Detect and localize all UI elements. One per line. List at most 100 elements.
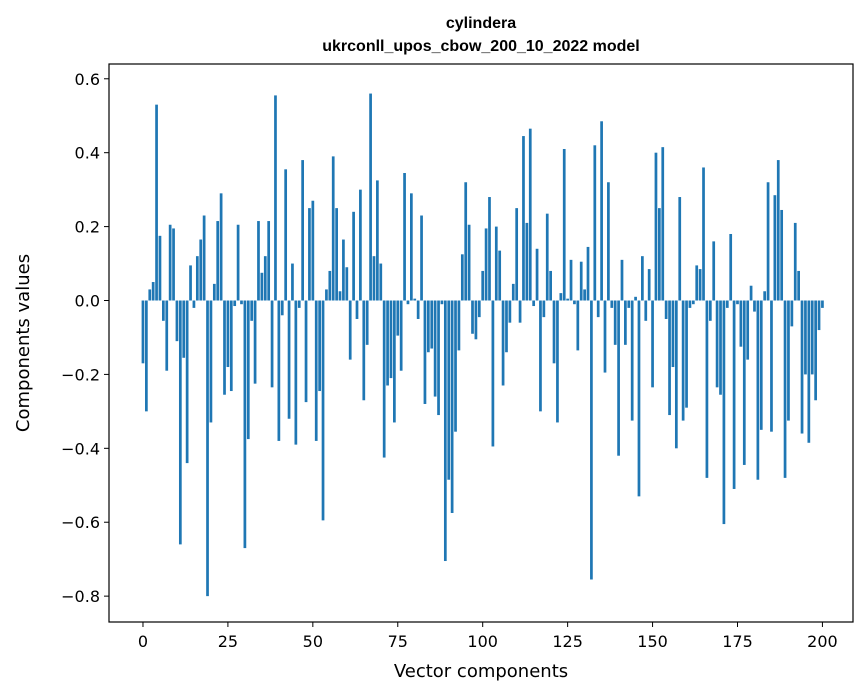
bar bbox=[382, 300, 386, 458]
bar bbox=[566, 298, 569, 301]
bar bbox=[155, 104, 158, 301]
bar bbox=[240, 300, 243, 305]
bar bbox=[345, 267, 349, 301]
bar bbox=[454, 300, 457, 432]
bar bbox=[749, 285, 753, 301]
bar bbox=[291, 263, 294, 301]
bar bbox=[810, 300, 814, 375]
bar bbox=[304, 300, 308, 403]
x-tick-label: 150 bbox=[637, 632, 668, 651]
bar bbox=[800, 300, 804, 434]
bar bbox=[722, 300, 726, 525]
bar bbox=[695, 265, 699, 301]
bar bbox=[787, 300, 790, 421]
bar bbox=[766, 182, 770, 301]
bar bbox=[267, 221, 271, 301]
bar bbox=[148, 289, 152, 301]
bar bbox=[651, 300, 654, 388]
bar bbox=[790, 300, 794, 327]
bar bbox=[573, 300, 576, 305]
bar bbox=[817, 300, 821, 331]
bar bbox=[603, 300, 607, 373]
bar bbox=[328, 270, 332, 301]
bar bbox=[729, 233, 733, 301]
bar bbox=[814, 300, 817, 401]
bar bbox=[498, 250, 502, 301]
bar bbox=[151, 282, 155, 301]
bar bbox=[287, 300, 291, 419]
bar bbox=[528, 128, 532, 301]
bar bbox=[141, 300, 145, 364]
x-tick-label: 50 bbox=[303, 632, 323, 651]
bar bbox=[406, 300, 410, 305]
bar bbox=[681, 300, 685, 421]
bar bbox=[668, 300, 671, 416]
bar bbox=[477, 300, 481, 318]
y-tick-label: −0.2 bbox=[61, 365, 100, 384]
bar bbox=[702, 167, 705, 301]
bar bbox=[189, 265, 192, 301]
bar bbox=[821, 300, 824, 308]
bar bbox=[647, 269, 651, 301]
bar bbox=[229, 300, 233, 392]
bar bbox=[263, 256, 267, 301]
bar bbox=[233, 300, 237, 307]
bar bbox=[725, 300, 729, 308]
bar bbox=[685, 300, 688, 408]
bar bbox=[698, 269, 702, 301]
bar bbox=[420, 215, 423, 301]
bar bbox=[494, 226, 498, 301]
bar bbox=[620, 259, 624, 301]
bar bbox=[488, 197, 491, 301]
x-tick-label: 175 bbox=[722, 632, 753, 651]
bar bbox=[491, 300, 495, 447]
bar bbox=[178, 300, 182, 545]
bar bbox=[172, 228, 175, 301]
bar bbox=[348, 300, 352, 360]
bar bbox=[168, 224, 172, 301]
bar bbox=[481, 270, 485, 301]
bar bbox=[433, 300, 437, 397]
bar bbox=[508, 300, 512, 323]
bar bbox=[715, 300, 719, 388]
bar bbox=[739, 300, 743, 347]
y-tick-label: 0.0 bbox=[75, 292, 100, 311]
bar bbox=[389, 300, 393, 379]
bar bbox=[627, 300, 631, 308]
bar bbox=[162, 300, 165, 321]
bar bbox=[202, 215, 206, 301]
bar bbox=[253, 300, 257, 384]
bar bbox=[199, 239, 203, 301]
bar bbox=[600, 121, 603, 301]
bar bbox=[661, 147, 665, 301]
bar bbox=[430, 300, 434, 349]
bar bbox=[484, 228, 488, 301]
bar bbox=[416, 300, 420, 319]
bar bbox=[311, 200, 315, 301]
y-axis-label: Components values bbox=[13, 254, 34, 432]
y-tick-label: 0.2 bbox=[75, 218, 100, 237]
bar bbox=[542, 300, 546, 318]
x-tick-label: 0 bbox=[138, 632, 148, 651]
bar bbox=[321, 300, 325, 521]
bar bbox=[807, 300, 811, 443]
bar bbox=[613, 300, 617, 345]
bar bbox=[396, 300, 400, 336]
bar bbox=[379, 263, 383, 301]
bar bbox=[403, 173, 406, 301]
x-tick-label: 125 bbox=[552, 632, 583, 651]
bar bbox=[386, 300, 389, 386]
bar bbox=[535, 248, 539, 301]
bar bbox=[556, 300, 559, 423]
bar bbox=[759, 300, 763, 430]
bar bbox=[610, 300, 614, 308]
bar bbox=[756, 300, 760, 480]
bar bbox=[450, 300, 454, 513]
chart-title-line2: ukrconll_upos_cbow_200_10_2022 model bbox=[322, 38, 639, 55]
bar bbox=[342, 239, 345, 301]
bar bbox=[352, 211, 355, 301]
bar bbox=[708, 300, 712, 321]
x-tick-label: 200 bbox=[807, 632, 838, 651]
bar bbox=[250, 300, 254, 321]
bar bbox=[746, 300, 750, 360]
